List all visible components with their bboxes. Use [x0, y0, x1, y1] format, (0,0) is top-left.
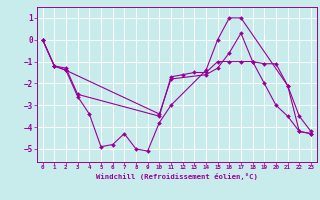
X-axis label: Windchill (Refroidissement éolien,°C): Windchill (Refroidissement éolien,°C) — [96, 173, 258, 180]
